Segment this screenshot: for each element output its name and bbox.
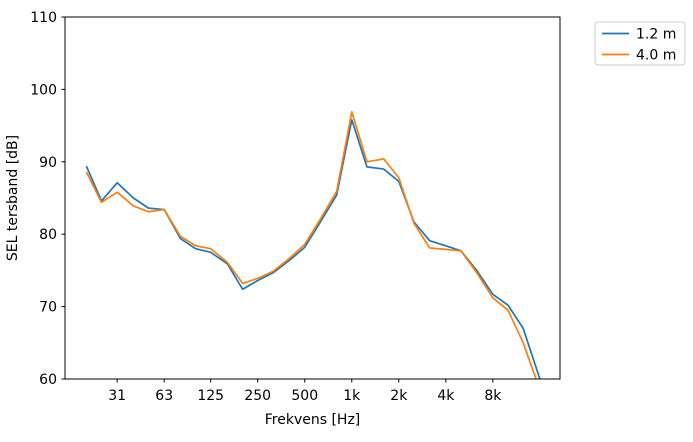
- x-tick-label: 1k: [343, 388, 361, 404]
- y-tick-label: 60: [39, 372, 57, 388]
- legend-label-4-0m: 4.0 m: [636, 48, 676, 64]
- x-tick-label: 125: [197, 388, 224, 404]
- x-axis-label: Frekvens [Hz]: [265, 412, 361, 428]
- x-tick-label: 250: [244, 388, 271, 404]
- series-line-1-2-m: [85, 118, 541, 379]
- series-lines-layer: [85, 110, 541, 379]
- y-tick-label: 70: [39, 300, 57, 316]
- y-tick-label: 100: [30, 82, 57, 98]
- x-tick-label: 2k: [390, 388, 408, 404]
- y-axis-label: SEL tersband [dB]: [5, 135, 21, 261]
- legend: 1.2 m 4.0 m: [594, 21, 686, 66]
- y-tick-label: 90: [39, 155, 57, 171]
- x-tick-label: 500: [291, 388, 318, 404]
- axis-ticks-layer: 31 63 125 250 500 1k 2k 4k 8k 60 70 80 90 100 110: [30, 10, 502, 404]
- x-tick-label: 8k: [484, 388, 502, 404]
- series-line-4-0-m: [85, 110, 537, 379]
- y-tick-label: 110: [30, 10, 57, 26]
- x-tick-label: 63: [155, 388, 173, 404]
- y-tick-label: 80: [39, 227, 57, 243]
- legend-label-1-2m: 1.2 m: [636, 27, 676, 43]
- plot-border-spines: [64, 16, 561, 380]
- x-tick-label: 4k: [437, 388, 455, 404]
- x-tick-label: 31: [108, 388, 126, 404]
